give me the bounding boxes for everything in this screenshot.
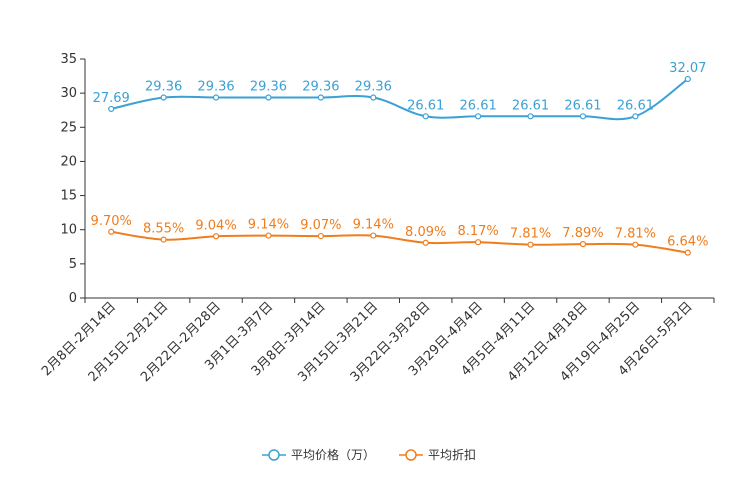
data-label: 9.04% — [195, 218, 236, 233]
data-point[interactable] — [160, 94, 167, 101]
data-point[interactable] — [108, 228, 115, 235]
data-label: 32.07 — [669, 61, 706, 76]
data-point[interactable] — [422, 113, 429, 120]
y-tick-label: 30 — [60, 86, 77, 101]
data-label: 26.61 — [512, 98, 549, 113]
y-tick-label: 20 — [60, 154, 77, 169]
data-label: 9.14% — [353, 218, 394, 233]
series-0: 27.69 29.36 29.36 29.36 29.36 29.36 26.61 26.61… — [93, 61, 706, 121]
data-label: 8.55% — [143, 222, 184, 237]
y-tick-label: 0 — [69, 291, 77, 306]
data-label: 29.36 — [250, 80, 287, 95]
y-tick-label: 10 — [60, 223, 77, 238]
data-point[interactable] — [632, 241, 639, 248]
legend-circle-icon — [268, 449, 280, 461]
data-point[interactable] — [265, 232, 272, 239]
data-label: 29.36 — [145, 80, 182, 95]
data-point[interactable] — [684, 75, 691, 83]
series-line — [111, 230, 688, 254]
data-point[interactable] — [475, 113, 482, 120]
data-label: 9.07% — [300, 218, 341, 233]
series-line — [110, 78, 689, 121]
data-label: 7.81% — [510, 227, 551, 242]
data-point[interactable] — [370, 94, 377, 101]
legend-item-0[interactable]: 平均价格（万） — [262, 447, 375, 462]
data-label: 8.09% — [405, 225, 446, 240]
data-label: 29.36 — [355, 80, 392, 95]
data-label: 27.69 — [93, 91, 130, 106]
legend-label: 平均价格（万） — [291, 447, 375, 462]
legend-circle-icon — [405, 449, 417, 461]
data-point[interactable] — [212, 94, 220, 101]
legend[interactable]: 平均价格（万） 平均折扣 — [262, 447, 476, 462]
data-point[interactable] — [422, 239, 429, 246]
data-label: 8.17% — [457, 224, 498, 239]
series-group: 27.69 29.36 29.36 29.36 29.36 29.36 26.61 26.61… — [91, 61, 708, 256]
data-label: 7.89% — [562, 226, 603, 241]
data-point[interactable] — [684, 249, 691, 256]
data-label: 26.61 — [564, 98, 601, 113]
y-axis-ticks: 0 5 10 15 20 25 30 35 — [60, 52, 85, 306]
data-label: 7.81% — [615, 227, 656, 242]
data-label: 29.36 — [197, 80, 234, 95]
data-label: 6.64% — [667, 235, 708, 250]
data-point[interactable] — [212, 233, 220, 240]
data-point[interactable] — [317, 94, 324, 101]
data-label: 26.61 — [460, 98, 497, 113]
data-label: 26.61 — [617, 98, 654, 113]
legend-item-1[interactable]: 平均折扣 — [399, 447, 476, 462]
data-point[interactable] — [160, 236, 167, 243]
data-point[interactable] — [579, 113, 587, 120]
y-tick-label: 35 — [60, 52, 77, 67]
x-axis-ticks: 2月8日-2月14日2月15日-2月21日2月22日-2月28日3月1日-3月7… — [39, 298, 715, 385]
data-point[interactable] — [579, 241, 587, 248]
data-label: 26.61 — [407, 98, 444, 113]
data-point[interactable] — [317, 232, 324, 240]
y-tick-label: 5 — [69, 257, 77, 272]
data-label: 29.36 — [302, 80, 339, 95]
axes — [84, 59, 714, 299]
y-tick-label: 25 — [60, 120, 77, 135]
data-label: 9.14% — [248, 218, 289, 233]
data-point[interactable] — [265, 94, 272, 101]
y-tick-label: 15 — [60, 189, 77, 204]
data-point[interactable] — [475, 239, 482, 246]
data-point[interactable] — [108, 105, 115, 113]
series-1: 9.70% 8.55% 9.04% 9.14% 9.07% 9.14% 8.09% 8.17%… — [91, 214, 708, 256]
data-point[interactable] — [370, 232, 377, 239]
data-point[interactable] — [527, 113, 534, 120]
legend-label: 平均折扣 — [428, 447, 476, 462]
data-label: 9.70% — [91, 214, 132, 229]
data-point[interactable] — [632, 113, 639, 120]
data-point[interactable] — [527, 241, 534, 248]
